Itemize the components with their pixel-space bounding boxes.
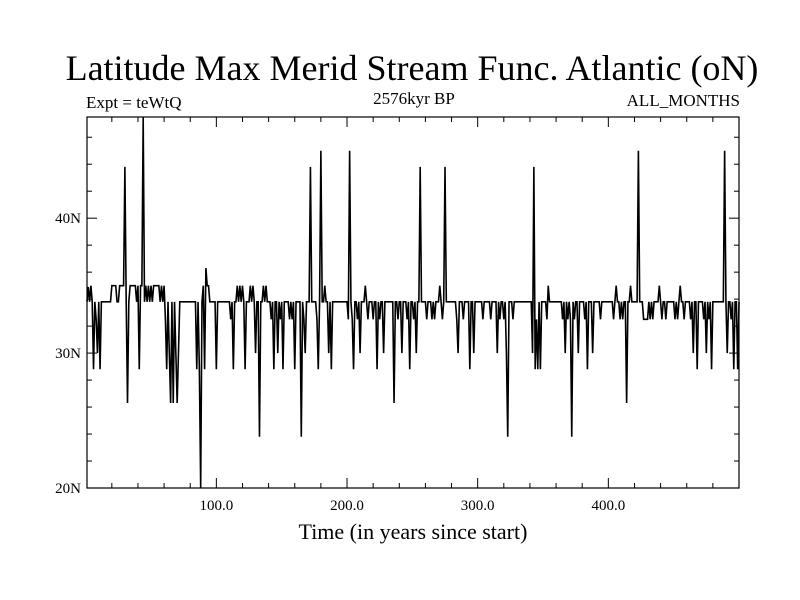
months-label: ALL_MONTHS	[627, 91, 740, 110]
y-tick-label: 30N	[55, 346, 81, 362]
experiment-label: Expt = teWtQ	[86, 93, 182, 112]
y-tick-label: 20N	[55, 481, 81, 497]
axis-tick-labels: 100.0 200.0 300.0 400.0 20N 30N 40N	[55, 211, 625, 514]
chart-title: Latitude Max Merid Stream Func. Atlantic…	[66, 48, 759, 88]
plot-frame	[86, 116, 740, 489]
y-tick-label: 40N	[55, 211, 81, 227]
x-tick-label: 300.0	[461, 498, 495, 514]
x-tick-label: 100.0	[199, 498, 233, 514]
x-tick-label: 400.0	[591, 498, 625, 514]
series-line	[86, 116, 740, 489]
x-axis-label: Time (in years since start)	[299, 519, 528, 544]
x-tick-label: 200.0	[330, 498, 364, 514]
period-label: 2576kyr BP	[373, 89, 455, 108]
